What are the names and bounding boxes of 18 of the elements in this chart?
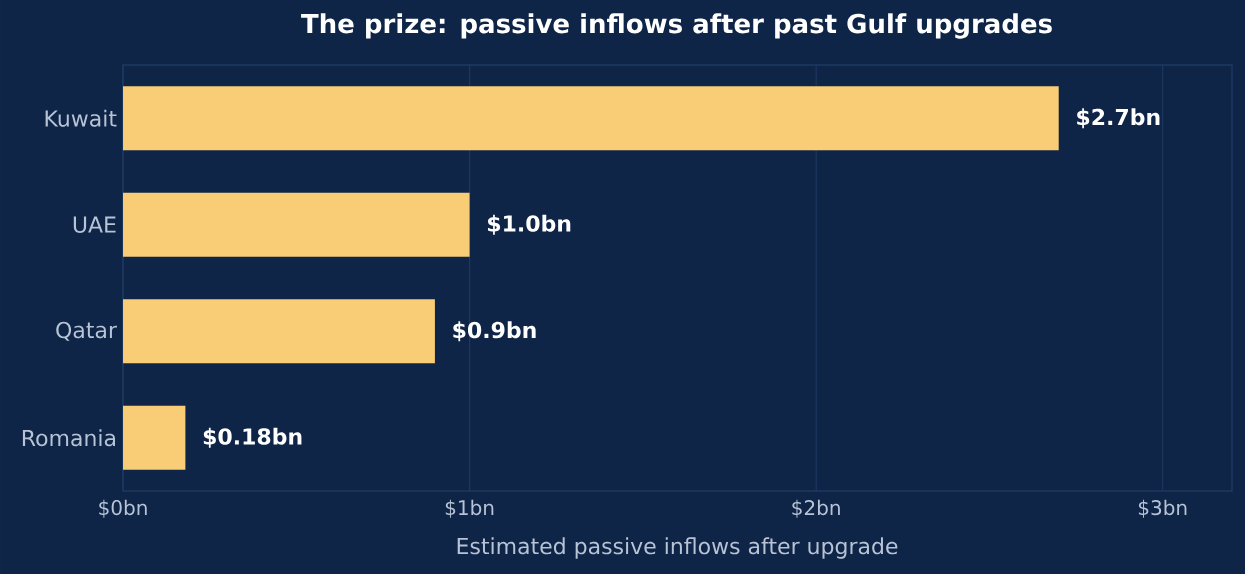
y-tick-label: Qatar <box>56 321 117 341</box>
chart-title: The prize: passive inflows after past Gulf upgrades <box>301 13 1052 39</box>
bar <box>123 405 186 470</box>
data-label: $2.7bn <box>1077 108 1160 129</box>
x-axis-title: Estimated passive inflows after upgrade <box>457 537 898 559</box>
x-tick-label: $3bn <box>1138 499 1187 518</box>
x-tick-label: $0bn <box>99 499 147 518</box>
data-label: $1.0bn <box>488 214 571 235</box>
data-label: $0.9bn <box>453 321 536 342</box>
bar <box>123 299 435 364</box>
bar <box>123 192 470 257</box>
x-tick-label: $1bn <box>445 499 494 518</box>
data-label: $0.18bn <box>203 427 302 448</box>
y-tick-label: Kuwait <box>45 109 117 127</box>
y-tick-label: Romania <box>22 429 115 447</box>
x-tick-label: $2bn <box>792 499 840 518</box>
y-tick-label: UAE <box>73 216 116 233</box>
bar <box>123 86 1059 151</box>
